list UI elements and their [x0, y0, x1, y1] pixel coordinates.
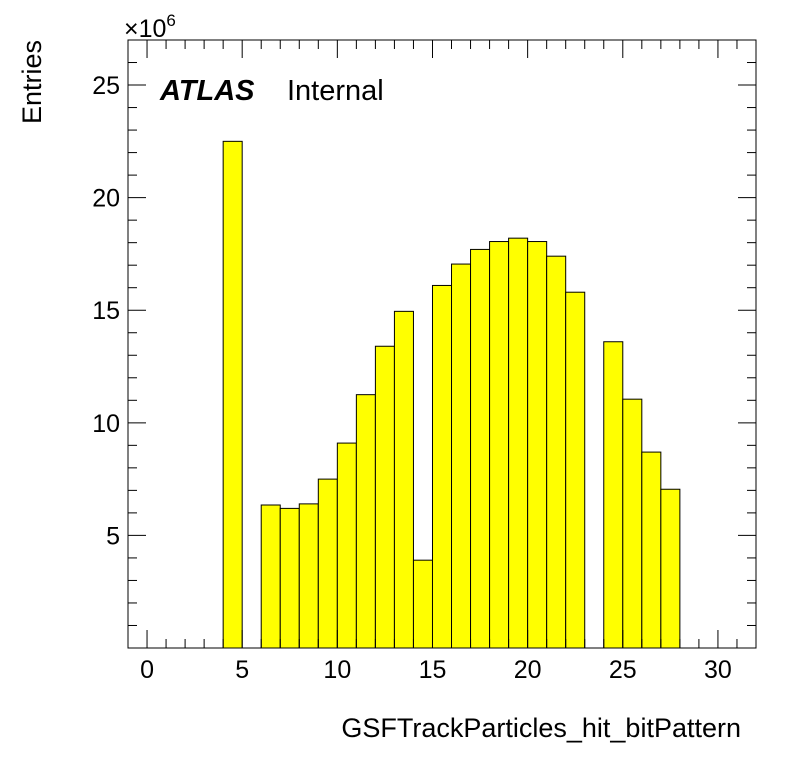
- x-tick-label: 0: [140, 656, 154, 684]
- y-tick-label: 10: [92, 410, 120, 438]
- histogram-bin-1: [260, 504, 281, 649]
- x-tick-label: 10: [323, 656, 351, 684]
- histogram-bin-7: [374, 345, 395, 649]
- atlas-label: ATLAS: [159, 75, 255, 107]
- histogram-bin-16: [546, 255, 567, 649]
- x-tick-label: 30: [704, 656, 732, 684]
- histogram-bin-17: [565, 291, 586, 649]
- histogram-bin-10: [431, 284, 453, 649]
- bars-layer: [222, 140, 681, 649]
- histogram-bin-5: [336, 442, 357, 649]
- y-axis-label: Entries: [17, 40, 47, 124]
- labels-layer: 0 5 10 15 20 25 30 5 10 15 20 25: [92, 72, 732, 684]
- histogram-bin-0: [222, 140, 243, 649]
- histogram-bin-20: [641, 451, 662, 649]
- histogram-bin-11: [451, 263, 472, 649]
- internal-label: Internal: [287, 75, 384, 107]
- histogram-bin-3: [298, 503, 319, 649]
- x-axis-label: GSFTrackParticles_hit_bitPattern: [341, 713, 741, 743]
- x-tick-label: 15: [419, 656, 447, 684]
- histogram-bin-19: [622, 398, 643, 649]
- y-tick-label: 15: [92, 297, 120, 325]
- histogram-bin-12: [470, 248, 491, 649]
- histogram-bin-18: [603, 341, 624, 649]
- y-tick-label: 20: [92, 185, 120, 213]
- x-tick-label: 25: [609, 656, 637, 684]
- x-tick-label: 5: [235, 656, 249, 684]
- histogram-bin-9: [412, 559, 433, 649]
- histogram-bin-21: [660, 488, 681, 649]
- plot-frame: [127, 39, 757, 649]
- histogram-bin-14: [508, 237, 529, 649]
- x-tick-label: 20: [514, 656, 542, 684]
- histogram-bin-8: [393, 310, 414, 649]
- y-tick-label: 25: [92, 72, 120, 100]
- histogram-bin-6: [355, 394, 376, 649]
- histogram-bin-4: [317, 478, 338, 649]
- histogram-bin-13: [489, 241, 510, 649]
- histogram-bin-15: [527, 241, 548, 649]
- ticks-layer: [127, 39, 757, 648]
- y-tick-label: 5: [106, 522, 120, 550]
- y-axis-multiplier: ×106: [124, 11, 176, 43]
- histogram-bin-2: [279, 507, 300, 649]
